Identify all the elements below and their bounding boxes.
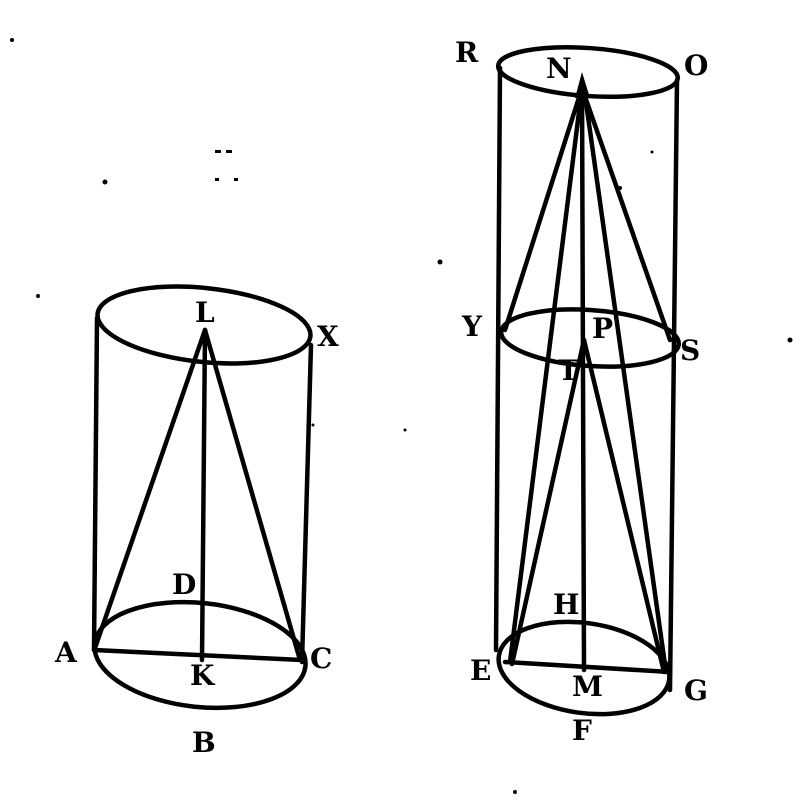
label-K: K bbox=[190, 659, 216, 692]
label-S: S bbox=[680, 334, 700, 367]
left-diameter-AC bbox=[91, 647, 305, 663]
label-G: G bbox=[684, 674, 708, 707]
label-R: R bbox=[455, 36, 479, 69]
speck bbox=[234, 178, 238, 181]
right-cylinder-side-right bbox=[667, 77, 680, 693]
label-N: N bbox=[546, 52, 572, 85]
speck bbox=[215, 178, 219, 181]
left-cylinder-side-right bbox=[299, 342, 314, 665]
speck bbox=[403, 428, 407, 432]
speck bbox=[513, 790, 517, 794]
left-cone-side-LC bbox=[202, 327, 303, 663]
label-Y: Y bbox=[461, 310, 483, 343]
label-A: A bbox=[54, 636, 78, 669]
lower-cone-side-PG bbox=[581, 337, 667, 675]
label-T: T bbox=[558, 354, 579, 387]
speck bbox=[215, 150, 221, 153]
left-cylinder-figure: L X D A K C B bbox=[54, 284, 339, 759]
left-cone-side-LA bbox=[92, 327, 208, 651]
speck bbox=[226, 150, 232, 153]
speck bbox=[102, 179, 108, 185]
speck bbox=[650, 150, 654, 154]
label-F: F bbox=[572, 714, 592, 747]
label-E: E bbox=[470, 654, 491, 687]
label-P: P bbox=[592, 312, 613, 345]
label-D: D bbox=[172, 568, 196, 601]
left-cylinder-side-left bbox=[91, 315, 100, 653]
right-cylinder-figure: R N O Y P T S H E M G F bbox=[455, 36, 708, 747]
label-X: X bbox=[317, 320, 339, 353]
speck bbox=[437, 259, 443, 265]
speck bbox=[618, 186, 622, 190]
label-L: L bbox=[195, 296, 215, 329]
big-cone-side-NG bbox=[581, 85, 669, 675]
upper-cone-side-NY bbox=[502, 85, 585, 333]
big-cone-side-NE bbox=[507, 85, 585, 665]
left-top-ellipse bbox=[95, 284, 313, 366]
upper-cone-side-NS bbox=[579, 85, 673, 343]
label-B: B bbox=[192, 726, 216, 759]
speck bbox=[311, 423, 315, 427]
right-cylinder-side-left bbox=[493, 65, 503, 653]
right-diameter-EG bbox=[502, 659, 673, 675]
speck bbox=[787, 337, 793, 343]
label-C: C bbox=[310, 642, 332, 675]
right-axis-NM bbox=[579, 79, 587, 673]
left-axis-LK bbox=[199, 327, 208, 663]
lower-cone-side-PE bbox=[509, 337, 587, 667]
label-H: H bbox=[553, 588, 579, 621]
speck bbox=[10, 38, 14, 42]
label-O: O bbox=[684, 49, 708, 82]
print-specks bbox=[10, 38, 793, 794]
speck bbox=[36, 294, 40, 298]
label-M: M bbox=[572, 670, 603, 703]
